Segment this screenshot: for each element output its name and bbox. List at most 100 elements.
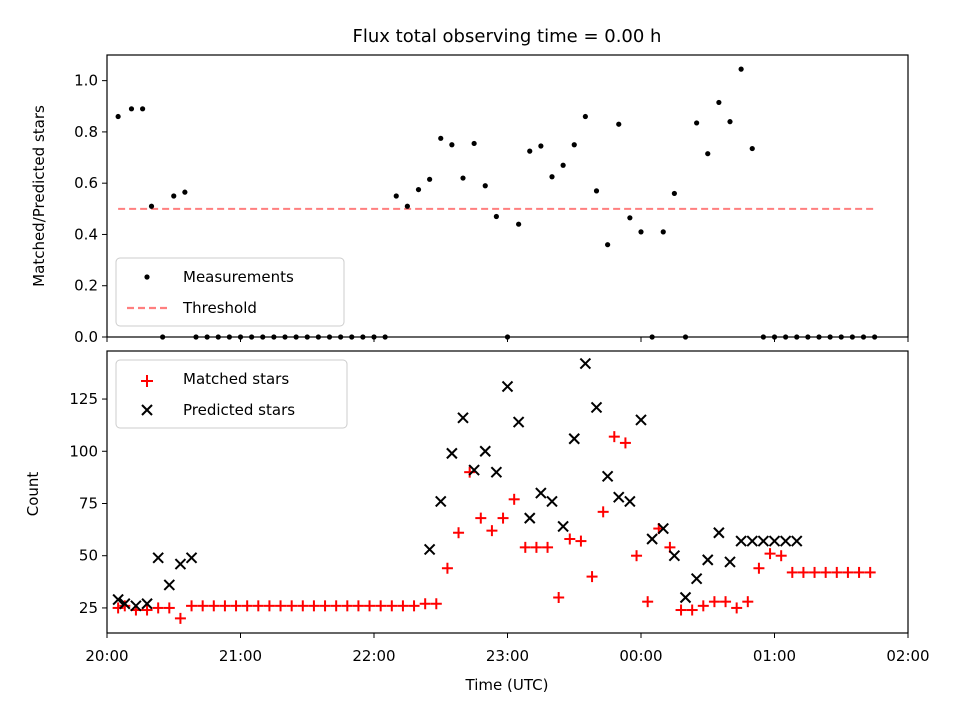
- measurement-point: [805, 334, 811, 340]
- measurement-point: [616, 121, 622, 127]
- matched-star-point: [230, 600, 242, 612]
- matched-star-point: [631, 550, 643, 562]
- matched-star-point: [219, 600, 231, 612]
- predicted-star-point: [646, 533, 658, 545]
- measurement-point: [415, 186, 422, 193]
- predicted-star-point: [174, 558, 187, 570]
- measurement-point: [527, 148, 533, 154]
- predicted-star-point: [735, 535, 747, 547]
- measurement-point: [449, 142, 455, 148]
- matched-star-point: [564, 533, 576, 545]
- measurement-point: [605, 242, 611, 248]
- measurement-point: [860, 334, 867, 340]
- measurement-point: [237, 334, 244, 340]
- top-legend: Measurements Threshold: [115, 257, 345, 327]
- measurement-point: [582, 113, 588, 120]
- matched-star-point: [174, 612, 186, 624]
- matched-star-point: [441, 562, 453, 574]
- predicted-star-point: [568, 433, 580, 445]
- measurement-point: [128, 106, 135, 112]
- measurement-point: [326, 334, 333, 340]
- matched-star-point: [263, 600, 275, 612]
- matched-star-point: [553, 591, 565, 603]
- predicted-star-point: [423, 543, 436, 556]
- predicted-star-point: [635, 414, 647, 426]
- measurement-point: [627, 215, 633, 221]
- predicted-star-point: [624, 495, 636, 508]
- predicted-star-point: [768, 535, 781, 547]
- matched-star-point: [453, 527, 465, 539]
- matched-star-point: [375, 600, 387, 612]
- measurement-point: [571, 142, 577, 148]
- matched-star-point: [731, 602, 743, 614]
- matched-star-point: [809, 566, 821, 578]
- bottom-y-tick-label: 25: [79, 599, 98, 617]
- measurement-point: [649, 334, 655, 340]
- x-tick-label: 00:00: [619, 647, 662, 665]
- matched-star-point: [864, 566, 876, 578]
- measurement-point: [115, 113, 121, 120]
- measurement-point: [516, 221, 522, 227]
- matched-star-point: [419, 598, 431, 610]
- predicted-star-point: [679, 591, 692, 604]
- bottom-y-axis-label: Count: [24, 472, 42, 517]
- top-y-tick-label: 1.0: [74, 72, 98, 90]
- measurement-point: [460, 175, 466, 181]
- x-tick-label: 02:00: [886, 647, 929, 665]
- measurement-point: [360, 334, 366, 340]
- measurement-point: [171, 193, 177, 199]
- measurement-point: [349, 334, 355, 340]
- measurement-point: [260, 334, 266, 340]
- matched-star-point: [319, 600, 331, 612]
- bottom-y-tick-label: 50: [79, 547, 98, 565]
- measurement-point: [872, 334, 878, 340]
- matched-star-point: [597, 506, 609, 518]
- measurement-point: [771, 334, 778, 340]
- x-tick-label: 01:00: [753, 647, 796, 665]
- measurement-point: [560, 162, 566, 168]
- top-y-tick-label: 0.2: [74, 277, 98, 295]
- measurement-point: [338, 334, 344, 340]
- bottom-y-tick-label: 100: [69, 442, 98, 460]
- predicted-star-point: [601, 470, 614, 483]
- matched-star-point: [675, 604, 687, 616]
- bottom-x-ticks: 20:00 21:00 22:00 23:00 00:00 01:00 02:00: [85, 633, 930, 665]
- matched-star-point: [720, 596, 732, 608]
- predicted-star-point: [435, 495, 447, 508]
- predicted-star-point: [152, 552, 164, 564]
- bottom-y-tick-label: 75: [79, 494, 98, 512]
- predicted-star-point: [668, 550, 681, 562]
- matched-star-point: [708, 596, 720, 608]
- matched-star-point: [686, 604, 698, 616]
- measurement-point: [293, 334, 299, 340]
- matched-star-point: [575, 535, 587, 547]
- predicted-star-point: [713, 527, 725, 539]
- matched-star-point: [642, 596, 654, 608]
- predicted-star-point: [119, 598, 131, 610]
- matched-star-point: [186, 600, 198, 612]
- measurement-point: [783, 334, 789, 340]
- matched-star-point: [397, 600, 409, 612]
- predicted-star-point: [490, 466, 503, 478]
- x-axis-label: Time (UTC): [465, 676, 549, 694]
- measurement-point: [393, 193, 399, 199]
- predicted-star-point: [141, 598, 153, 610]
- predicted-star-point: [579, 357, 592, 370]
- measurement-point: [249, 334, 255, 340]
- measurement-point: [827, 334, 833, 340]
- top-y-ticks: 0.0 0.2 0.4 0.6 0.8 1.0: [74, 72, 107, 346]
- chart-title: Flux total observing time = 0.00 h: [353, 26, 662, 47]
- measurement-point: [538, 143, 544, 149]
- bottom-legend-box: [115, 359, 348, 429]
- top-panel: 0.0 0.2 0.4 0.6 0.8 1.0 Matched/Predicted sta…: [30, 54, 909, 346]
- matched-star-point: [152, 602, 164, 614]
- measurement-point: [204, 334, 210, 340]
- predicted-star-point: [501, 380, 514, 393]
- top-y-axis-label: Matched/Predicted stars: [30, 105, 48, 287]
- top-y-tick-label: 0.6: [74, 174, 98, 192]
- predicted-star-point: [535, 487, 547, 499]
- x-tick-label: 22:00: [352, 647, 395, 665]
- predicted-star-point: [557, 520, 569, 533]
- matched-star-point: [797, 566, 809, 578]
